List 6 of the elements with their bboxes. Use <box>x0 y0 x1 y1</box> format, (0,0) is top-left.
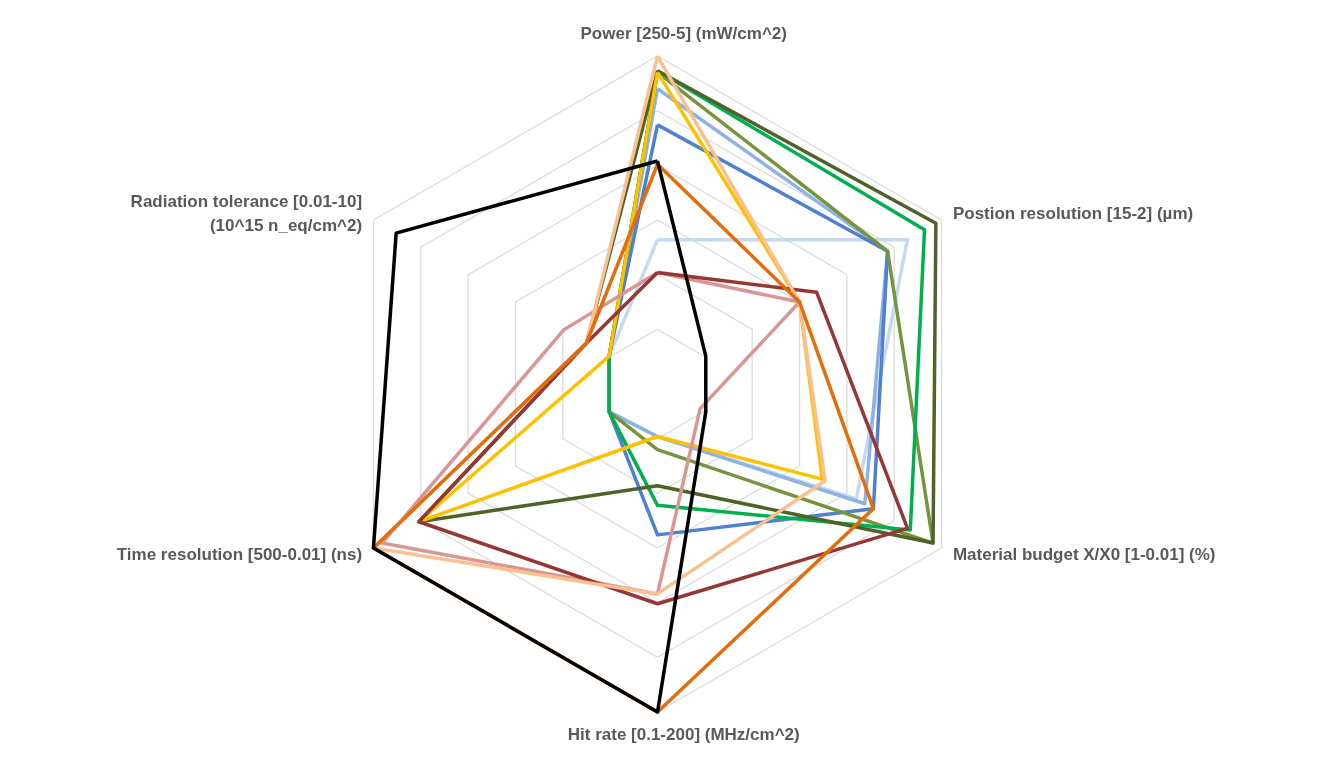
spoke-label: Radiation tolerance [0.01-10] (10^15 n_eq/cm^2) <box>130 191 363 236</box>
spoke-label: Material budget X/X0 [1-0.01] (%) <box>952 545 1216 565</box>
spoke-label: Power [250-5] (mW/cm^2) <box>580 23 787 43</box>
spoke-label: Postion resolution [15-2] (µm) <box>952 203 1194 223</box>
spoke-label: Hit rate [0.1-200] (MHz/cm^2) <box>567 725 800 745</box>
spoke-label: Time resolution [500-0.01] (ns) <box>116 545 363 565</box>
